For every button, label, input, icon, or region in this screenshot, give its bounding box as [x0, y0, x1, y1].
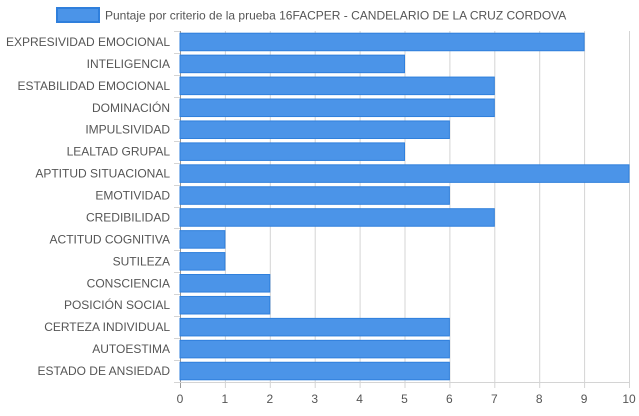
bar[interactable] [179, 208, 495, 227]
bar[interactable] [179, 142, 405, 161]
category-label: INTELIGENCIA [87, 57, 170, 71]
x-tick-label: 8 [536, 392, 543, 406]
bar[interactable] [179, 32, 585, 52]
category-label: ESTABILIDAD EMOCIONAL [18, 79, 171, 93]
bar[interactable] [179, 274, 271, 293]
x-tick-label: 7 [491, 392, 498, 406]
category-label: POSICIÓN SOCIAL [64, 297, 170, 312]
x-tick-label: 3 [311, 392, 318, 406]
category-label: LEALTAD GRUPAL [67, 145, 171, 159]
bar[interactable] [179, 339, 450, 359]
bar[interactable] [179, 54, 405, 74]
bar[interactable] [179, 317, 450, 337]
x-tick-label: 6 [446, 392, 453, 406]
category-label: ACTITUD COGNITIVA [50, 232, 170, 246]
legend-label: Puntaje por criterio de la prueba 16FACP… [105, 9, 566, 23]
category-label: AUTOESTIMA [92, 342, 170, 356]
x-tick-label: 0 [177, 392, 184, 406]
bar[interactable] [179, 164, 630, 183]
x-tick-label: 9 [581, 392, 588, 406]
legend-swatch [56, 7, 100, 23]
category-label: CREDIBILIDAD [86, 210, 170, 224]
category-label: DOMINACIÓN [92, 100, 170, 115]
category-label: SUTILEZA [113, 254, 170, 268]
legend[interactable]: Puntaje por criterio de la prueba 16FACP… [56, 7, 566, 23]
x-tick-labels: 0 1 2 3 4 5 6 7 8 9 10 [177, 392, 636, 406]
category-label: EXPRESIVIDAD EMOCIONAL [6, 35, 170, 49]
category-label: ESTADO DE ANSIEDAD [38, 364, 171, 378]
x-tick-label: 10 [622, 392, 636, 406]
category-label: APTITUD SITUACIONAL [35, 167, 170, 181]
x-tick-label: 5 [401, 392, 408, 406]
category-labels: EXPRESIVIDAD EMOCIONAL INTELIGENCIA ESTABI… [6, 35, 170, 378]
category-label: EMOTIVIDAD [95, 189, 170, 203]
bar[interactable] [179, 230, 226, 249]
category-label: CERTEZA INDIVIDUAL [44, 320, 170, 334]
bar[interactable] [179, 186, 450, 205]
category-label: CONSCIENCIA [87, 276, 170, 290]
bar[interactable] [179, 361, 450, 381]
category-label: IMPULSIVIDAD [85, 123, 170, 137]
x-tick-label: 1 [222, 392, 229, 406]
x-tick-label: 4 [356, 392, 363, 406]
bar[interactable] [179, 295, 271, 315]
x-tick-label: 2 [266, 392, 273, 406]
bars [179, 32, 630, 381]
bar[interactable] [179, 120, 450, 139]
bar[interactable] [179, 98, 495, 118]
bar[interactable] [179, 76, 495, 96]
bar[interactable] [179, 252, 226, 271]
